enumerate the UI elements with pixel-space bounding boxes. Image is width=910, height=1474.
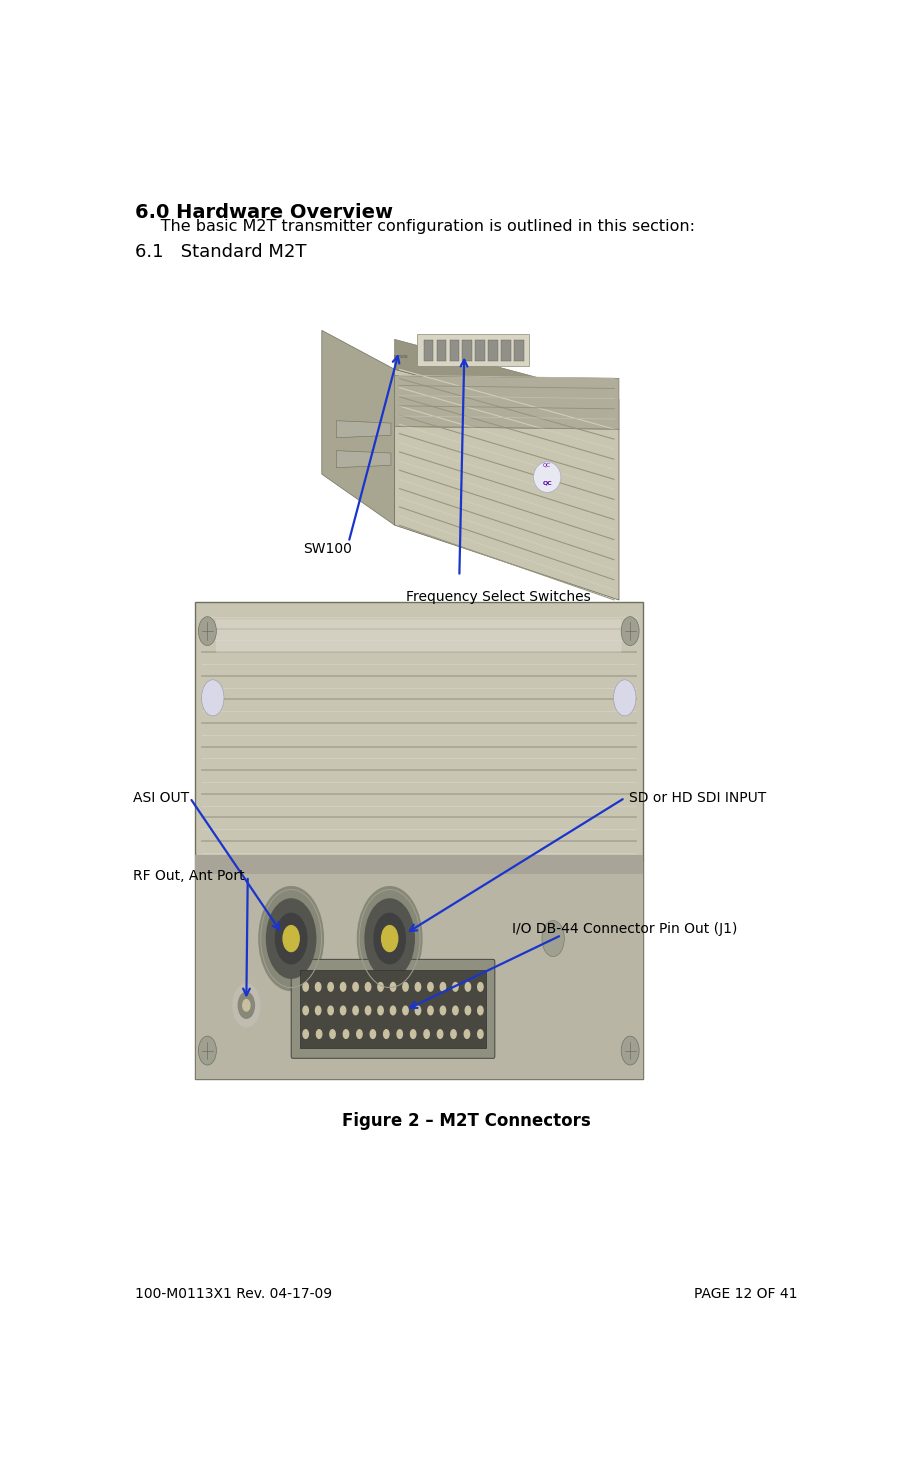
Circle shape xyxy=(465,1007,470,1014)
Polygon shape xyxy=(395,370,619,600)
Circle shape xyxy=(438,1030,443,1038)
Circle shape xyxy=(303,983,308,991)
FancyBboxPatch shape xyxy=(462,340,472,361)
Circle shape xyxy=(243,999,250,1011)
Text: Frequency Select Switches: Frequency Select Switches xyxy=(407,590,592,604)
Circle shape xyxy=(403,1007,409,1014)
Circle shape xyxy=(403,983,409,991)
Circle shape xyxy=(384,1030,389,1038)
Circle shape xyxy=(276,914,307,964)
Text: RF Out, Ant Port: RF Out, Ant Port xyxy=(134,870,245,883)
Text: SW100: SW100 xyxy=(393,355,408,358)
Text: ASI OUT: ASI OUT xyxy=(134,790,189,805)
Circle shape xyxy=(365,899,414,979)
FancyBboxPatch shape xyxy=(450,340,460,361)
Circle shape xyxy=(428,983,433,991)
Circle shape xyxy=(428,1007,433,1014)
Circle shape xyxy=(340,1007,346,1014)
Circle shape xyxy=(450,1030,456,1038)
Polygon shape xyxy=(337,451,391,467)
Circle shape xyxy=(397,1030,402,1038)
Circle shape xyxy=(316,1007,321,1014)
Circle shape xyxy=(370,1030,376,1038)
Text: 6.1   Standard M2T: 6.1 Standard M2T xyxy=(135,243,307,261)
Circle shape xyxy=(353,983,359,991)
Circle shape xyxy=(303,1007,308,1014)
Circle shape xyxy=(424,1030,430,1038)
Text: SW100: SW100 xyxy=(303,542,351,556)
FancyBboxPatch shape xyxy=(195,603,642,1079)
Circle shape xyxy=(198,1036,217,1066)
Circle shape xyxy=(353,1007,359,1014)
Text: 100-M0113X1 Rev. 04-17-09: 100-M0113X1 Rev. 04-17-09 xyxy=(135,1287,332,1300)
FancyBboxPatch shape xyxy=(475,340,485,361)
Polygon shape xyxy=(322,330,395,525)
Circle shape xyxy=(202,680,224,716)
Circle shape xyxy=(410,1030,416,1038)
FancyBboxPatch shape xyxy=(195,859,642,1079)
Circle shape xyxy=(622,1036,639,1066)
Circle shape xyxy=(316,983,321,991)
FancyBboxPatch shape xyxy=(195,855,642,874)
Circle shape xyxy=(329,1030,335,1038)
FancyBboxPatch shape xyxy=(437,340,446,361)
Circle shape xyxy=(303,1030,308,1038)
FancyBboxPatch shape xyxy=(291,960,495,1058)
Circle shape xyxy=(343,1030,349,1038)
Circle shape xyxy=(317,1030,322,1038)
Text: QC: QC xyxy=(542,481,552,485)
Circle shape xyxy=(381,926,398,952)
Polygon shape xyxy=(395,339,619,429)
Text: PAGE 12 OF 41: PAGE 12 OF 41 xyxy=(694,1287,798,1300)
Text: Figure 2 – M2T Connectors: Figure 2 – M2T Connectors xyxy=(342,1113,591,1131)
Circle shape xyxy=(233,983,259,1027)
Text: The basic M2T transmitter configuration is outlined in this section:: The basic M2T transmitter configuration … xyxy=(135,218,695,234)
Circle shape xyxy=(267,899,316,979)
FancyBboxPatch shape xyxy=(501,340,511,361)
Circle shape xyxy=(478,1030,483,1038)
Text: QC: QC xyxy=(543,463,551,467)
Circle shape xyxy=(465,983,470,991)
FancyBboxPatch shape xyxy=(417,335,530,366)
Circle shape xyxy=(440,983,446,991)
Circle shape xyxy=(340,983,346,991)
Circle shape xyxy=(258,887,323,991)
FancyBboxPatch shape xyxy=(216,619,622,653)
Text: 6.0 Hardware Overview: 6.0 Hardware Overview xyxy=(135,203,393,223)
Circle shape xyxy=(478,983,483,991)
Circle shape xyxy=(366,1007,370,1014)
Circle shape xyxy=(415,983,420,991)
Text: I/O DB-44 Connector Pin Out (J1): I/O DB-44 Connector Pin Out (J1) xyxy=(512,923,738,936)
Circle shape xyxy=(374,914,405,964)
FancyBboxPatch shape xyxy=(514,340,523,361)
Circle shape xyxy=(453,983,458,991)
Circle shape xyxy=(357,1030,362,1038)
Text: SD or HD SDI INPUT: SD or HD SDI INPUT xyxy=(629,790,766,805)
Ellipse shape xyxy=(533,461,561,492)
Circle shape xyxy=(378,1007,383,1014)
Polygon shape xyxy=(337,420,391,438)
Circle shape xyxy=(464,1030,470,1038)
Circle shape xyxy=(390,983,396,991)
Circle shape xyxy=(415,1007,420,1014)
FancyBboxPatch shape xyxy=(424,340,433,361)
Circle shape xyxy=(328,983,333,991)
Circle shape xyxy=(283,926,299,952)
Circle shape xyxy=(198,616,217,646)
Circle shape xyxy=(238,992,255,1019)
Circle shape xyxy=(453,1007,458,1014)
Circle shape xyxy=(358,887,422,991)
Circle shape xyxy=(622,616,639,646)
Polygon shape xyxy=(395,376,619,429)
Circle shape xyxy=(366,983,370,991)
Circle shape xyxy=(440,1007,446,1014)
Circle shape xyxy=(328,1007,333,1014)
Circle shape xyxy=(542,921,564,957)
Circle shape xyxy=(613,680,636,716)
FancyBboxPatch shape xyxy=(489,340,498,361)
Circle shape xyxy=(478,1007,483,1014)
FancyBboxPatch shape xyxy=(300,970,486,1048)
Circle shape xyxy=(390,1007,396,1014)
Circle shape xyxy=(378,983,383,991)
